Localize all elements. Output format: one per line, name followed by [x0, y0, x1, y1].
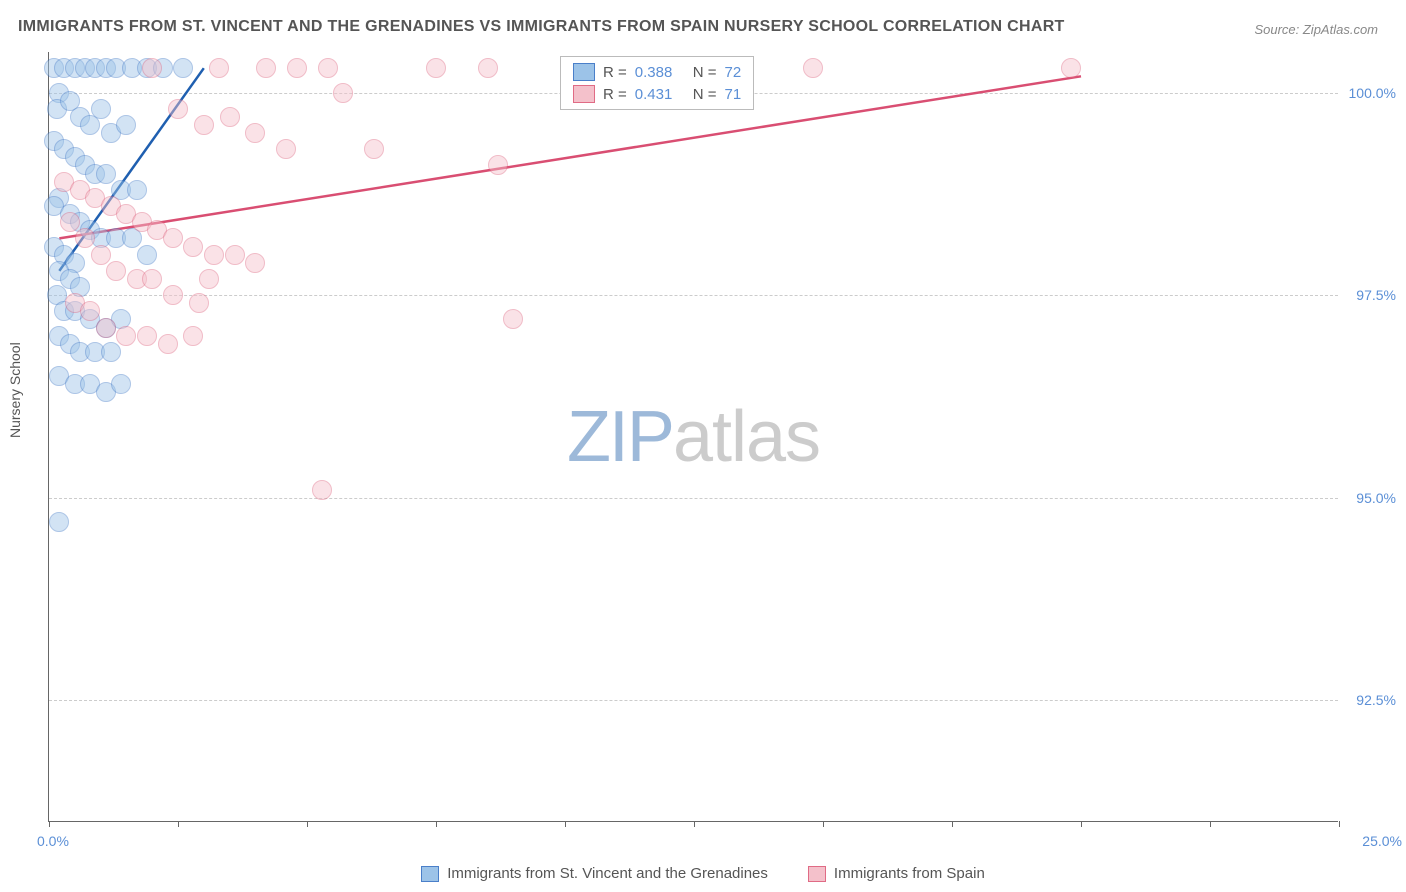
scatter-point: [168, 99, 188, 119]
stat-r-label: R =: [603, 86, 627, 103]
scatter-point: [225, 245, 245, 265]
scatter-point: [276, 139, 296, 159]
x-tick: [1081, 821, 1082, 827]
stats-row: R = 0.431 N = 71: [561, 83, 753, 105]
x-tick: [1210, 821, 1211, 827]
scatter-point: [142, 269, 162, 289]
scatter-point: [287, 58, 307, 78]
scatter-point: [245, 123, 265, 143]
x-tick: [694, 821, 695, 827]
scatter-point: [116, 326, 136, 346]
scatter-point: [101, 342, 121, 362]
chart-title: IMMIGRANTS FROM ST. VINCENT AND THE GREN…: [18, 18, 1065, 36]
legend-item: Immigrants from St. Vincent and the Gren…: [421, 865, 768, 882]
stat-r-value: 0.431: [635, 86, 685, 103]
scatter-point: [183, 237, 203, 257]
scatter-point: [111, 374, 131, 394]
legend-swatch: [421, 866, 439, 882]
scatter-point: [96, 318, 116, 338]
scatter-point: [478, 58, 498, 78]
chart-plot-area: ZIPatlas 92.5%95.0%97.5%100.0%0.0%25.0%: [48, 52, 1338, 822]
scatter-point: [503, 309, 523, 329]
stat-r-value: 0.388: [635, 64, 685, 81]
bottom-legend: Immigrants from St. Vincent and the Gren…: [0, 865, 1406, 882]
y-tick-label: 100.0%: [1349, 85, 1396, 101]
scatter-point: [91, 99, 111, 119]
legend-swatch: [573, 63, 595, 81]
gridline-h: [49, 700, 1338, 701]
legend-item: Immigrants from Spain: [808, 865, 985, 882]
stat-n-label: N =: [693, 64, 717, 81]
legend-label: Immigrants from St. Vincent and the Gren…: [447, 865, 768, 882]
stat-r-label: R =: [603, 64, 627, 81]
scatter-point: [142, 58, 162, 78]
scatter-point: [364, 139, 384, 159]
scatter-point: [163, 285, 183, 305]
scatter-point: [75, 228, 95, 248]
x-tick: [823, 821, 824, 827]
correlation-stats-box: R = 0.388 N = 72 R = 0.431 N = 71: [560, 56, 754, 110]
scatter-point: [194, 115, 214, 135]
y-tick-label: 92.5%: [1356, 692, 1396, 708]
scatter-point: [803, 58, 823, 78]
scatter-point: [60, 212, 80, 232]
x-tick: [307, 821, 308, 827]
y-tick-label: 95.0%: [1356, 490, 1396, 506]
scatter-point: [137, 245, 157, 265]
scatter-point: [488, 155, 508, 175]
scatter-point: [173, 58, 193, 78]
y-axis-label: Nursery School: [7, 342, 23, 438]
scatter-point: [158, 334, 178, 354]
legend-swatch: [808, 866, 826, 882]
scatter-point: [312, 480, 332, 500]
scatter-point: [91, 245, 111, 265]
scatter-point: [189, 293, 209, 313]
scatter-point: [116, 115, 136, 135]
x-tick: [952, 821, 953, 827]
stat-n-value: 72: [725, 64, 742, 81]
x-tick-label-last: 25.0%: [1362, 833, 1402, 849]
scatter-point: [96, 164, 116, 184]
scatter-point: [426, 58, 446, 78]
x-tick: [49, 821, 50, 827]
stat-n-label: N =: [693, 86, 717, 103]
scatter-point: [333, 83, 353, 103]
watermark-logo: ZIPatlas: [567, 396, 820, 478]
scatter-point: [204, 245, 224, 265]
scatter-point: [256, 58, 276, 78]
source-attribution: Source: ZipAtlas.com: [1254, 22, 1378, 37]
scatter-point: [318, 58, 338, 78]
legend-swatch: [573, 85, 595, 103]
scatter-point: [163, 228, 183, 248]
scatter-point: [209, 58, 229, 78]
x-tick: [178, 821, 179, 827]
scatter-point: [220, 107, 240, 127]
scatter-point: [106, 261, 126, 281]
gridline-h: [49, 498, 1338, 499]
scatter-point: [49, 512, 69, 532]
stat-n-value: 71: [725, 86, 742, 103]
scatter-point: [127, 180, 147, 200]
scatter-point: [1061, 58, 1081, 78]
scatter-point: [245, 253, 265, 273]
x-tick-label-first: 0.0%: [37, 833, 69, 849]
legend-label: Immigrants from Spain: [834, 865, 985, 882]
scatter-point: [199, 269, 219, 289]
watermark-part2: atlas: [673, 397, 820, 477]
scatter-point: [183, 326, 203, 346]
scatter-point: [80, 301, 100, 321]
regression-lines-layer: [49, 52, 1339, 822]
x-tick: [565, 821, 566, 827]
watermark-part1: ZIP: [567, 397, 673, 477]
x-tick: [436, 821, 437, 827]
x-tick: [1339, 821, 1340, 827]
scatter-point: [137, 326, 157, 346]
stats-row: R = 0.388 N = 72: [561, 61, 753, 83]
gridline-h: [49, 295, 1338, 296]
y-tick-label: 97.5%: [1356, 287, 1396, 303]
